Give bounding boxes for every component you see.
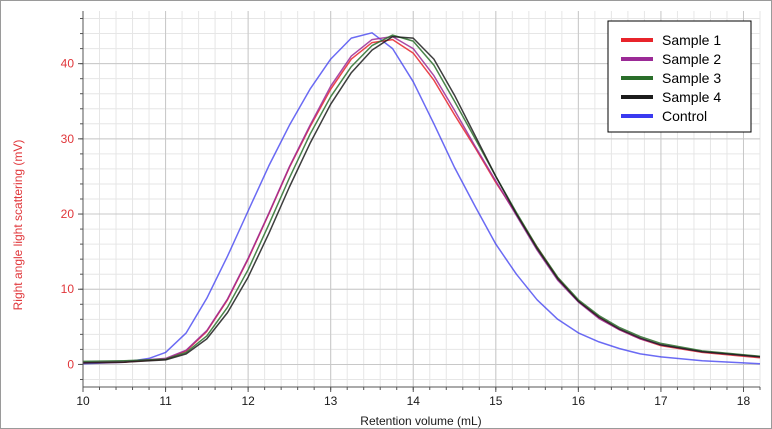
legend-label-sample-1: Sample 1 xyxy=(662,32,721,48)
x-tick-label: 10 xyxy=(76,394,90,408)
legend: Sample 1 Sample 2 Sample 3 Sample 4 Control xyxy=(607,20,752,133)
legend-label-control: Control xyxy=(662,108,707,124)
x-tick-label: 15 xyxy=(489,394,503,408)
y-tick-label: 30 xyxy=(61,132,75,146)
x-tick-label: 12 xyxy=(241,394,255,408)
ticks: 10 11 12 13 14 15 16 17 18 0 10 20 30 40 xyxy=(61,18,761,408)
legend-label-sample-2: Sample 2 xyxy=(662,51,721,67)
y-tick-label: 20 xyxy=(61,207,75,221)
y-axis-title: Right angle light scattering (mV) xyxy=(11,140,25,311)
x-tick-label: 18 xyxy=(737,394,751,408)
x-tick-label: 11 xyxy=(159,394,172,408)
y-tick-label: 10 xyxy=(61,282,75,296)
y-tick-label: 40 xyxy=(61,57,75,71)
x-tick-label: 16 xyxy=(572,394,586,408)
series-line-sample-3 xyxy=(82,34,761,363)
series-line-sample-4 xyxy=(82,35,761,364)
x-tick-label: 14 xyxy=(407,394,421,408)
y-tick-label: 0 xyxy=(67,357,74,371)
x-tick-label: 17 xyxy=(654,394,668,408)
legend-label-sample-3: Sample 3 xyxy=(662,70,721,86)
series-layer xyxy=(82,32,761,365)
legend-label-sample-4: Sample 4 xyxy=(662,89,721,105)
x-axis-title: Retention volume (mL) xyxy=(360,414,481,428)
x-tick-label: 13 xyxy=(324,394,338,408)
series-line-control xyxy=(82,32,761,365)
